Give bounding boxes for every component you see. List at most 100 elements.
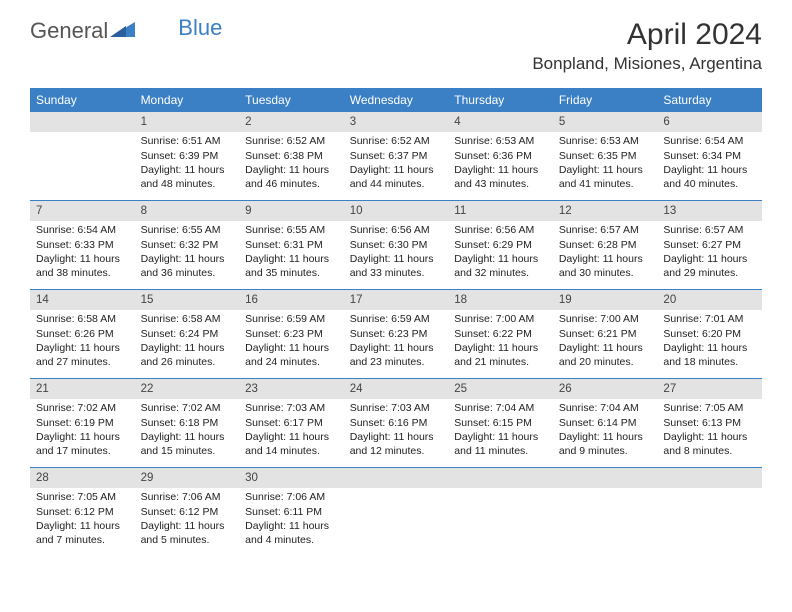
day-line: Daylight: 11 hours (350, 253, 443, 266)
day-body: Sunrise: 6:58 AMSunset: 6:24 PMDaylight:… (135, 310, 240, 375)
day-line: and 21 minutes. (454, 356, 547, 369)
day-line: Sunrise: 6:57 AM (559, 224, 652, 237)
day-number: 16 (239, 290, 344, 310)
day-body: Sunrise: 7:03 AMSunset: 6:16 PMDaylight:… (344, 399, 449, 464)
day-body: Sunrise: 7:05 AMSunset: 6:13 PMDaylight:… (657, 399, 762, 464)
dayhead: Saturday (657, 88, 762, 112)
dayhead: Friday (553, 88, 658, 112)
logo-text-blue: Blue (178, 15, 222, 41)
day-cell: 16Sunrise: 6:59 AMSunset: 6:23 PMDayligh… (239, 290, 344, 378)
day-line: Sunrise: 6:56 AM (350, 224, 443, 237)
day-line: and 29 minutes. (663, 267, 756, 280)
day-number: 14 (30, 290, 135, 310)
day-line: and 46 minutes. (245, 178, 338, 191)
day-cell: 27Sunrise: 7:05 AMSunset: 6:13 PMDayligh… (657, 379, 762, 467)
week-row: 14Sunrise: 6:58 AMSunset: 6:26 PMDayligh… (30, 290, 762, 379)
day-number: 3 (344, 112, 449, 132)
day-line: Daylight: 11 hours (350, 164, 443, 177)
dayhead-row: SundayMondayTuesdayWednesdayThursdayFrid… (30, 88, 762, 112)
day-line: Sunrise: 6:56 AM (454, 224, 547, 237)
day-body: Sunrise: 7:00 AMSunset: 6:22 PMDaylight:… (448, 310, 553, 375)
day-number: 6 (657, 112, 762, 132)
day-line: Sunset: 6:32 PM (141, 239, 234, 252)
day-line: Sunrise: 7:06 AM (245, 491, 338, 504)
week-row: 7Sunrise: 6:54 AMSunset: 6:33 PMDaylight… (30, 201, 762, 290)
day-line: Sunrise: 6:51 AM (141, 135, 234, 148)
day-line: and 11 minutes. (454, 445, 547, 458)
day-line: Sunset: 6:27 PM (663, 239, 756, 252)
month-title: April 2024 (532, 18, 762, 52)
week-row: 21Sunrise: 7:02 AMSunset: 6:19 PMDayligh… (30, 379, 762, 468)
day-cell: 26Sunrise: 7:04 AMSunset: 6:14 PMDayligh… (553, 379, 658, 467)
day-body: Sunrise: 6:53 AMSunset: 6:35 PMDaylight:… (553, 132, 658, 197)
day-number: 17 (344, 290, 449, 310)
day-body: Sunrise: 7:01 AMSunset: 6:20 PMDaylight:… (657, 310, 762, 375)
day-cell: 22Sunrise: 7:02 AMSunset: 6:18 PMDayligh… (135, 379, 240, 467)
day-line: Sunrise: 6:55 AM (141, 224, 234, 237)
day-body: Sunrise: 7:05 AMSunset: 6:12 PMDaylight:… (30, 488, 135, 553)
day-number: 1 (135, 112, 240, 132)
day-number (344, 468, 449, 488)
day-number: 30 (239, 468, 344, 488)
day-line: Daylight: 11 hours (245, 164, 338, 177)
day-body: Sunrise: 7:04 AMSunset: 6:15 PMDaylight:… (448, 399, 553, 464)
day-line: and 35 minutes. (245, 267, 338, 280)
day-number: 15 (135, 290, 240, 310)
day-line: and 32 minutes. (454, 267, 547, 280)
day-line: Daylight: 11 hours (245, 253, 338, 266)
day-line: Sunrise: 6:58 AM (36, 313, 129, 326)
day-line: Sunrise: 6:58 AM (141, 313, 234, 326)
day-number (553, 468, 658, 488)
day-line: Daylight: 11 hours (141, 164, 234, 177)
day-body: Sunrise: 6:56 AM Sunset: 6:30 PMDaylight:… (344, 221, 449, 286)
day-line: and 5 minutes. (141, 534, 234, 547)
day-cell: 24Sunrise: 7:03 AMSunset: 6:16 PMDayligh… (344, 379, 449, 467)
week-row: 1Sunrise: 6:51 AMSunset: 6:39 PMDaylight… (30, 112, 762, 201)
day-number: 24 (344, 379, 449, 399)
day-cell: 2Sunrise: 6:52 AMSunset: 6:38 PMDaylight… (239, 112, 344, 200)
day-line: Sunset: 6:17 PM (245, 417, 338, 430)
weeks-container: 1Sunrise: 6:51 AMSunset: 6:39 PMDaylight… (30, 112, 762, 556)
dayhead: Wednesday (344, 88, 449, 112)
day-cell (448, 468, 553, 556)
logo-text-general: General (30, 18, 108, 44)
day-line: Sunrise: 7:04 AM (454, 402, 547, 415)
day-body: Sunrise: 7:02 AMSunset: 6:18 PMDaylight:… (135, 399, 240, 464)
day-number: 29 (135, 468, 240, 488)
day-cell (344, 468, 449, 556)
day-number: 23 (239, 379, 344, 399)
day-number: 10 (344, 201, 449, 221)
day-line: Sunset: 6:22 PM (454, 328, 547, 341)
day-body: Sunrise: 6:54 AMSunset: 6:33 PMDaylight:… (30, 221, 135, 286)
day-body: Sunrise: 6:52 AMSunset: 6:37 PMDaylight:… (344, 132, 449, 197)
day-line: Sunset: 6:30 PM (350, 239, 443, 252)
day-number: 9 (239, 201, 344, 221)
day-line: and 20 minutes. (559, 356, 652, 369)
calendar: SundayMondayTuesdayWednesdayThursdayFrid… (30, 88, 762, 556)
day-line: Sunrise: 6:53 AM (454, 135, 547, 148)
day-number: 7 (30, 201, 135, 221)
day-number: 20 (657, 290, 762, 310)
day-number: 2 (239, 112, 344, 132)
day-cell: 21Sunrise: 7:02 AMSunset: 6:19 PMDayligh… (30, 379, 135, 467)
day-body: Sunrise: 6:59 AMSunset: 6:23 PMDaylight:… (344, 310, 449, 375)
day-line: and 9 minutes. (559, 445, 652, 458)
day-line: Sunset: 6:11 PM (245, 506, 338, 519)
day-body: Sunrise: 6:55 AMSunset: 6:31 PMDaylight:… (239, 221, 344, 286)
day-line: Daylight: 11 hours (663, 164, 756, 177)
day-line: and 43 minutes. (454, 178, 547, 191)
day-number: 27 (657, 379, 762, 399)
day-cell: 10 Sunrise: 6:56 AM Sunset: 6:30 PMDayligh… (344, 201, 449, 289)
day-line: and 38 minutes. (36, 267, 129, 280)
day-line: and 27 minutes. (36, 356, 129, 369)
title-block: April 2024 Bonpland, Misiones, Argentina (532, 18, 762, 74)
day-line: Daylight: 11 hours (36, 520, 129, 533)
day-line: Daylight: 11 hours (36, 431, 129, 444)
day-line: Sunset: 6:29 PM (454, 239, 547, 252)
day-body: Sunrise: 7:06 AMSunset: 6:12 PMDaylight:… (135, 488, 240, 553)
day-line: Sunrise: 6:59 AM (350, 313, 443, 326)
day-line: Sunrise: 7:04 AM (559, 402, 652, 415)
day-line: Daylight: 11 hours (454, 342, 547, 355)
day-cell: 25Sunrise: 7:04 AMSunset: 6:15 PMDayligh… (448, 379, 553, 467)
day-line: and 40 minutes. (663, 178, 756, 191)
